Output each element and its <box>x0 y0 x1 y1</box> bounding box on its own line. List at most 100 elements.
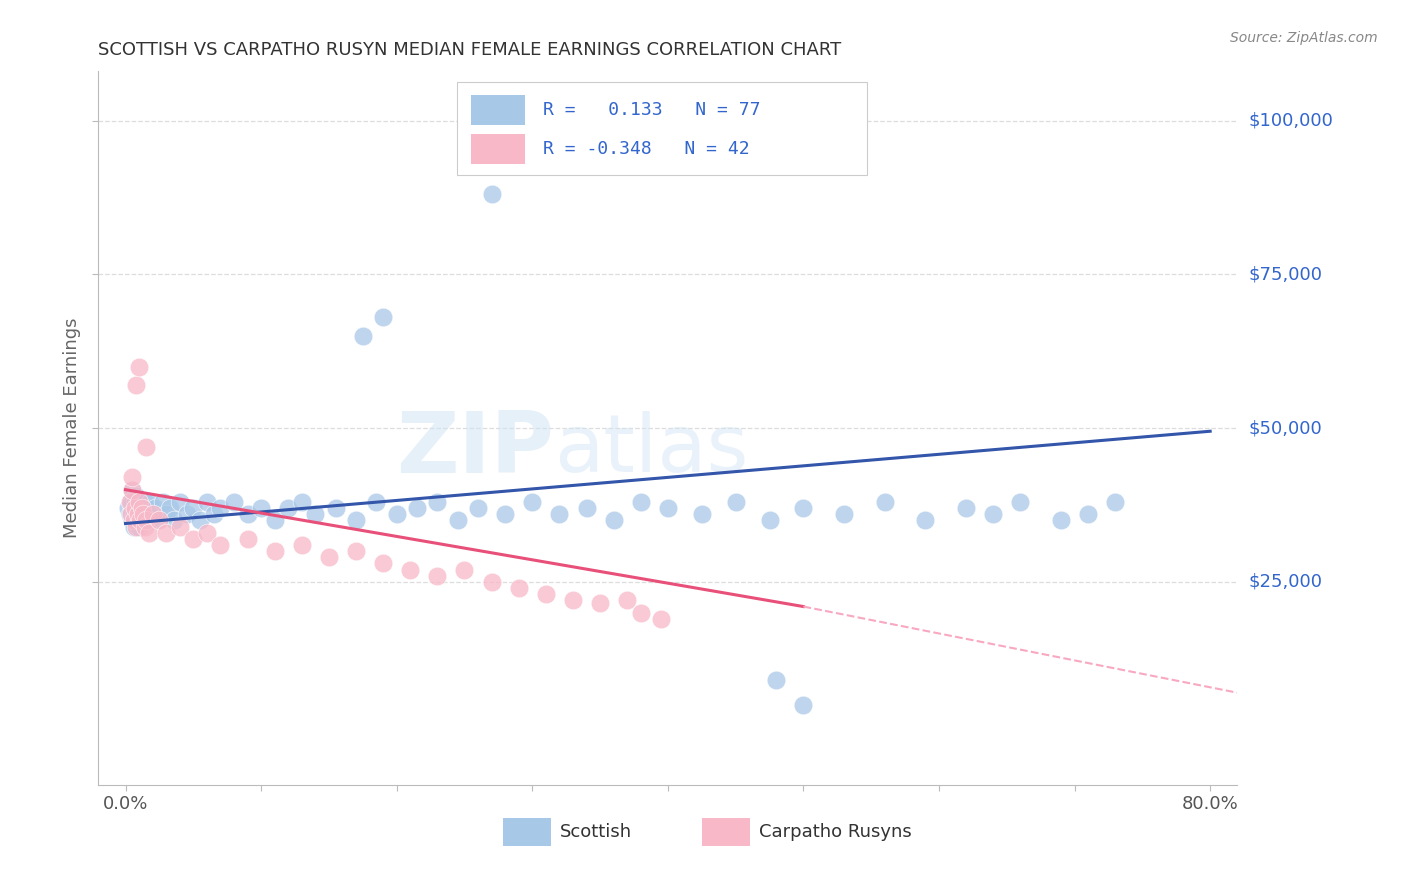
Point <box>128 359 150 374</box>
Point <box>277 501 299 516</box>
Point <box>467 501 489 516</box>
Point <box>121 470 143 484</box>
Point <box>139 495 162 509</box>
Point <box>534 587 557 601</box>
Point <box>120 508 142 522</box>
Point <box>981 508 1004 522</box>
Point <box>169 495 191 509</box>
Point <box>630 606 652 620</box>
Text: $75,000: $75,000 <box>1249 265 1323 284</box>
Point <box>447 513 470 527</box>
Point <box>385 508 408 522</box>
Point <box>1010 495 1032 509</box>
Point <box>142 508 165 522</box>
Point <box>616 593 638 607</box>
Point <box>508 581 530 595</box>
Point <box>132 508 155 522</box>
Point <box>169 519 191 533</box>
Point <box>125 489 148 503</box>
FancyBboxPatch shape <box>471 95 526 125</box>
Point <box>873 495 896 509</box>
Point <box>176 508 198 522</box>
Point <box>122 513 145 527</box>
Point <box>118 495 141 509</box>
Point <box>1077 508 1099 522</box>
Point <box>426 495 449 509</box>
Point <box>155 508 177 522</box>
Point <box>263 513 285 527</box>
Point <box>1050 513 1073 527</box>
Text: $25,000: $25,000 <box>1249 573 1323 591</box>
Point <box>236 508 259 522</box>
Point <box>128 495 150 509</box>
FancyBboxPatch shape <box>702 819 749 846</box>
Point <box>155 525 177 540</box>
Point <box>318 550 340 565</box>
Text: Source: ZipAtlas.com: Source: ZipAtlas.com <box>1230 31 1378 45</box>
Point <box>236 532 259 546</box>
Point <box>124 501 146 516</box>
Point <box>183 532 205 546</box>
Point <box>127 508 149 522</box>
Point <box>152 495 174 509</box>
Point <box>325 501 347 516</box>
Point <box>575 501 598 516</box>
Point <box>650 612 672 626</box>
Point <box>127 501 149 516</box>
Point <box>138 525 160 540</box>
Point <box>453 563 475 577</box>
Point <box>121 483 143 497</box>
Point <box>131 501 153 516</box>
Point <box>195 495 218 509</box>
Point <box>562 593 585 607</box>
Point <box>135 440 157 454</box>
Point <box>344 513 367 527</box>
Point <box>494 508 516 522</box>
Point <box>406 501 429 516</box>
FancyBboxPatch shape <box>503 819 551 846</box>
Point <box>373 557 395 571</box>
Point <box>145 501 167 516</box>
Point <box>122 508 145 522</box>
Point <box>522 495 544 509</box>
Text: Carpatho Rusyns: Carpatho Rusyns <box>759 823 911 841</box>
Point <box>589 597 612 611</box>
Point <box>209 538 232 552</box>
Text: R = -0.348   N = 42: R = -0.348 N = 42 <box>543 140 749 158</box>
Point <box>129 508 152 522</box>
Point <box>163 513 186 527</box>
Point <box>118 508 141 522</box>
Point <box>129 513 152 527</box>
Point <box>131 501 153 516</box>
Point <box>136 501 159 516</box>
Point <box>1104 495 1126 509</box>
Point <box>344 544 367 558</box>
Point <box>132 513 155 527</box>
Point <box>124 495 146 509</box>
Point <box>188 513 211 527</box>
Point <box>630 495 652 509</box>
Point <box>832 508 855 522</box>
Point <box>148 513 170 527</box>
Point <box>250 501 273 516</box>
Point <box>202 508 225 522</box>
Point <box>148 513 170 527</box>
Point <box>128 519 150 533</box>
Point <box>138 513 160 527</box>
Point <box>548 508 571 522</box>
Point <box>291 538 314 552</box>
FancyBboxPatch shape <box>471 134 526 164</box>
Point <box>127 508 149 522</box>
Point <box>122 519 145 533</box>
Point <box>955 501 977 516</box>
FancyBboxPatch shape <box>457 82 868 175</box>
Point <box>481 187 503 202</box>
Text: atlas: atlas <box>554 410 748 489</box>
Text: Scottish: Scottish <box>560 823 631 841</box>
Point <box>128 495 150 509</box>
Point <box>209 501 232 516</box>
Text: SCOTTISH VS CARPATHO RUSYN MEDIAN FEMALE EARNINGS CORRELATION CHART: SCOTTISH VS CARPATHO RUSYN MEDIAN FEMALE… <box>98 41 842 59</box>
Point <box>120 495 142 509</box>
Text: $50,000: $50,000 <box>1249 419 1322 437</box>
Point <box>765 673 787 688</box>
